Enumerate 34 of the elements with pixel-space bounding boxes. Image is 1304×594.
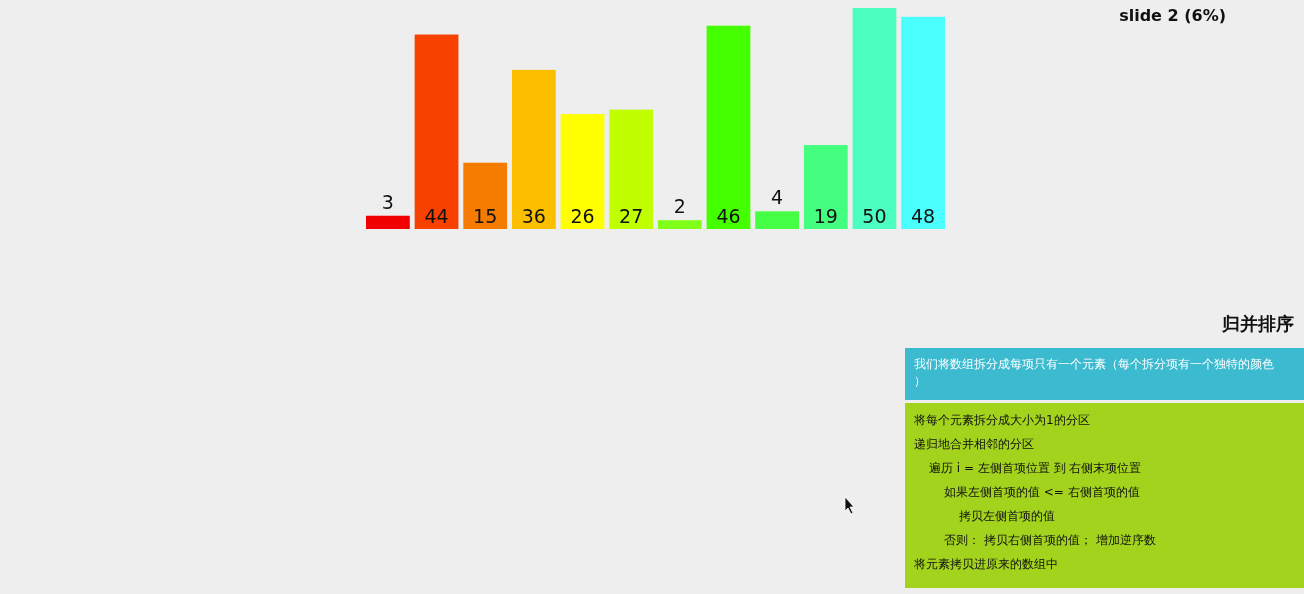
bar	[901, 16, 945, 229]
data-label: 2	[673, 195, 686, 218]
text: 将每个元素拆分成大小为1的分区	[913, 413, 1090, 427]
bar	[560, 114, 605, 229]
text: 拷贝左侧首项的值	[959, 509, 1055, 523]
text: 遍历 i = 左侧首项位置 到 右侧末项位置	[929, 461, 1142, 475]
data-label: 36	[521, 205, 546, 227]
data-label: 15	[473, 205, 498, 227]
bar	[803, 145, 848, 229]
bar	[414, 34, 459, 229]
text: 否则： 拷贝右侧首项的值； 增加逆序数	[944, 533, 1156, 547]
text: slide 2 (6%)	[1119, 6, 1226, 25]
text: 如果左侧首项的值 <= 右侧首项的值	[944, 485, 1140, 499]
text: 将元素拷贝进原来的数组中	[913, 557, 1058, 571]
data-label: 27	[619, 205, 644, 227]
data-label: 26	[570, 205, 595, 227]
data-label: 19	[813, 205, 838, 227]
bar	[852, 8, 897, 229]
bar	[657, 220, 702, 229]
bar	[511, 69, 556, 229]
bar	[463, 162, 508, 229]
data-label: 4	[771, 186, 784, 209]
data-label: 50	[862, 205, 887, 227]
data-label: 44	[424, 205, 449, 227]
bar	[755, 211, 800, 229]
data-label: 46	[716, 205, 741, 227]
text: 归并排序	[1221, 313, 1294, 334]
bar	[609, 109, 654, 229]
data-label: 3	[381, 190, 394, 213]
text: 我们将数组拆分成每项只有一个元素（每个拆分项有一个独特的颜色）	[914, 357, 1274, 388]
bar	[706, 25, 751, 229]
data-label: 48	[911, 205, 936, 227]
text: 递归地合并相邻的分区	[914, 437, 1034, 451]
bar	[366, 215, 410, 229]
